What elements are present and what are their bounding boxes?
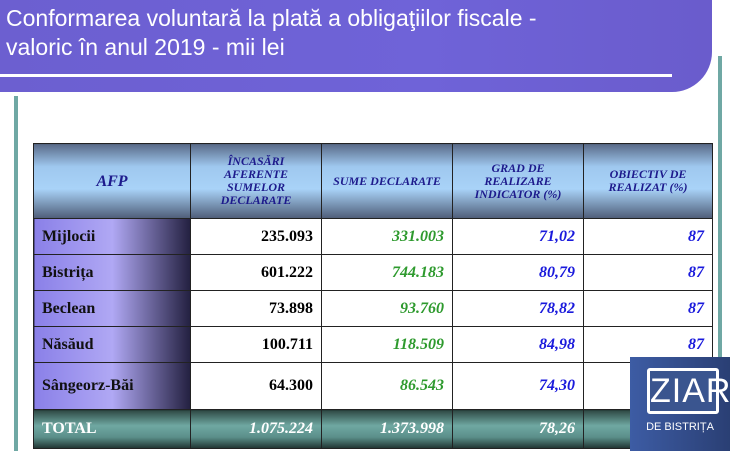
slide-title: Conformarea voluntară la plată a obligaţ… xyxy=(6,4,537,62)
afp-name: TOTAL xyxy=(33,409,191,449)
afp-name: Bistrița xyxy=(33,254,191,291)
afp-name: Mijlocii xyxy=(33,218,191,255)
header-sume-declarate: SUME DECLARATE xyxy=(321,143,453,219)
declared-value: 331.003 xyxy=(321,218,453,255)
compliance-table: AFP ÎNCASĂRI AFERENTE SUMELOR DECLARATE … xyxy=(33,143,713,449)
ziar-de-bistrita-logo: ZIAR DE BISTRIȚA xyxy=(630,357,730,451)
declared-value: 93.760 xyxy=(321,290,453,327)
grad-value: 78,26 xyxy=(452,409,584,449)
table-row: Sângeorz-Băi 64.300 86.543 74,30 xyxy=(33,362,713,410)
frame-line-left xyxy=(14,96,18,451)
incasari-value: 235.093 xyxy=(190,218,322,255)
table-row: Beclean 73.898 93.760 78,82 87 xyxy=(33,290,713,327)
logo-main: ZIAR xyxy=(647,368,730,414)
table-row: Mijlocii 235.093 331.003 71,02 87 xyxy=(33,218,713,255)
declared-value: 744.183 xyxy=(321,254,453,291)
frame-line-right xyxy=(718,56,722,451)
header-grad-realizare: GRAD DE REALIZARE INDICATOR (%) xyxy=(452,143,584,219)
incasari-value: 1.075.224 xyxy=(190,409,322,449)
grad-value: 74,30 xyxy=(452,362,584,410)
title-bar: Conformarea voluntară la plată a obligaţ… xyxy=(0,0,712,92)
header-incasari: ÎNCASĂRI AFERENTE SUMELOR DECLARATE xyxy=(190,143,322,219)
incasari-value: 100.711 xyxy=(190,326,322,363)
grad-value: 84,98 xyxy=(452,326,584,363)
incasari-value: 73.898 xyxy=(190,290,322,327)
declared-value: 1.373.998 xyxy=(321,409,453,449)
declared-value: 118.509 xyxy=(321,326,453,363)
incasari-value: 64.300 xyxy=(190,362,322,410)
table-row: Năsăud 100.711 118.509 84,98 87 xyxy=(33,326,713,363)
header-obiectiv: OBIECTIV DE REALIZAT (%) xyxy=(583,143,713,219)
afp-name: Sângeorz-Băi xyxy=(33,362,191,410)
header-row: AFP ÎNCASĂRI AFERENTE SUMELOR DECLARATE … xyxy=(33,143,713,219)
grad-value: 80,79 xyxy=(452,254,584,291)
table-row: Bistrița 601.222 744.183 80,79 87 xyxy=(33,254,713,291)
title-line-2: valoric în anul 2019 - mii lei xyxy=(6,34,285,60)
title-underline xyxy=(0,74,672,77)
logo-sub: DE BISTRIȚA xyxy=(646,421,714,433)
incasari-value: 601.222 xyxy=(190,254,322,291)
header-afp: AFP xyxy=(33,143,191,219)
grad-value: 78,82 xyxy=(452,290,584,327)
declared-value: 86.543 xyxy=(321,362,453,410)
afp-name: Năsăud xyxy=(33,326,191,363)
objective-value: 87 xyxy=(583,326,713,363)
objective-value: 87 xyxy=(583,254,713,291)
afp-name: Beclean xyxy=(33,290,191,327)
grad-value: 71,02 xyxy=(452,218,584,255)
objective-value: 87 xyxy=(583,218,713,255)
title-line-1: Conformarea voluntară la plată a obligaţ… xyxy=(6,5,537,31)
objective-value: 87 xyxy=(583,290,713,327)
total-row: TOTAL 1.075.224 1.373.998 78,26 xyxy=(33,409,713,449)
